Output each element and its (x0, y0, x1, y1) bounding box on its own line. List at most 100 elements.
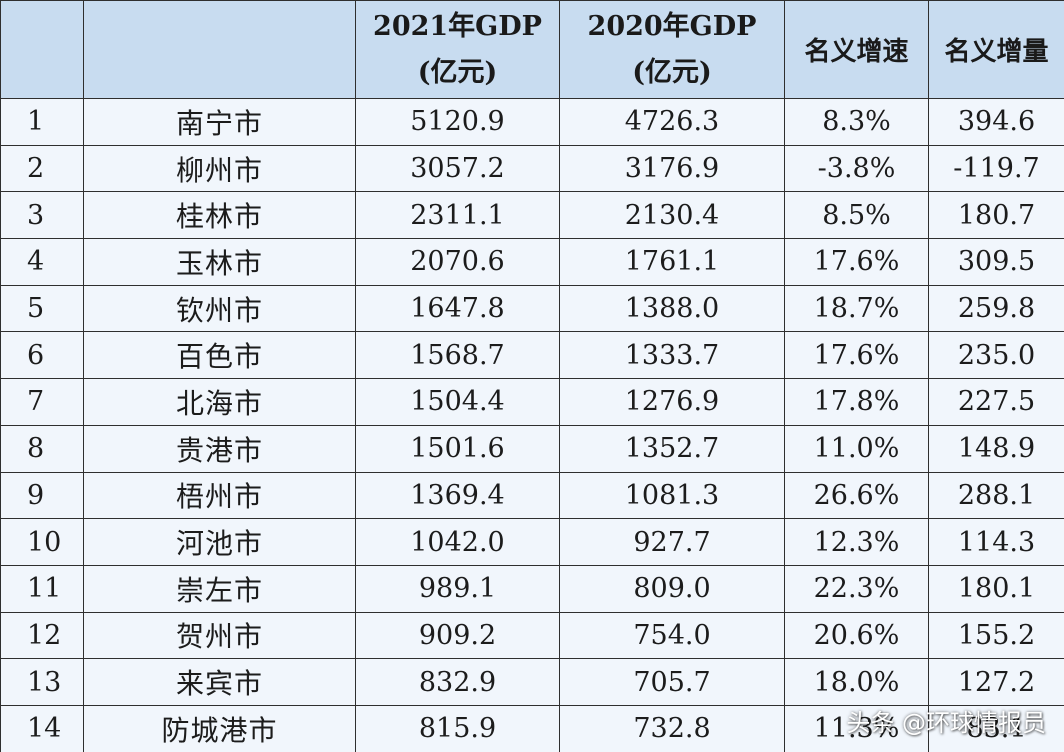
cell-gdp-2021: 832.9 (355, 658, 560, 706)
header-gdp-2020-unit: (亿元) (632, 56, 712, 88)
cell-nominal-growth-rate: 17.6% (784, 331, 929, 380)
cell-nominal-growth-rate: 22.3% (784, 564, 929, 613)
cell-nominal-growth-rate: 20.6% (784, 611, 929, 660)
cell-city: 防城港市 (83, 704, 356, 752)
cell-nominal-growth-rate: -3.8% (784, 144, 929, 193)
cell-rank: 14 (0, 704, 84, 752)
cell-nominal-increase: 83.1 (928, 704, 1064, 752)
cell-nominal-growth-rate: 17.6% (784, 238, 929, 286)
table-row: 5 钦州市 1647.8 1388.0 18.7% 259.8 (0, 284, 1064, 333)
cell-gdp-2021: 1647.8 (355, 284, 560, 333)
header-rank (0, 0, 84, 99)
cell-nominal-growth-rate: 8.3% (784, 98, 929, 146)
header-gdp-2020-label: 2020年GDP (587, 10, 757, 42)
cell-nominal-increase: 394.6 (928, 98, 1064, 146)
cell-gdp-2021: 989.1 (355, 564, 560, 613)
cell-nominal-growth-rate: 18.0% (784, 658, 929, 706)
cell-nominal-increase: -119.7 (928, 144, 1064, 193)
cell-nominal-growth-rate: 17.8% (784, 378, 929, 426)
table-row: 4 玉林市 2070.6 1761.1 17.6% 309.5 (0, 238, 1064, 286)
cell-gdp-2021: 2311.1 (355, 191, 560, 240)
header-gdp-2021-label: 2021年GDP (373, 10, 542, 42)
cell-nominal-increase: 114.3 (928, 518, 1064, 566)
header-gdp-2021: 2021年GDP (亿元) (355, 0, 560, 99)
table-row: 1 南宁市 5120.9 4726.3 8.3% 394.6 (0, 98, 1064, 146)
cell-nominal-growth-rate: 11.3% (784, 704, 929, 752)
cell-nominal-growth-rate: 18.7% (784, 284, 929, 333)
cell-rank: 1 (0, 98, 84, 146)
table-row: 14 防城港市 815.9 732.8 11.3% 83.1 (0, 704, 1064, 752)
table-row: 12 贺州市 909.2 754.0 20.6% 155.2 (0, 611, 1064, 660)
cell-gdp-2021: 1568.7 (355, 331, 560, 380)
cell-rank: 6 (0, 331, 84, 380)
cell-gdp-2021: 1369.4 (355, 471, 560, 520)
cell-rank: 10 (0, 518, 84, 566)
cell-gdp-2020: 1081.3 (559, 471, 785, 520)
cell-nominal-increase: 309.5 (928, 238, 1064, 286)
cell-nominal-increase: 155.2 (928, 611, 1064, 660)
header-city (83, 0, 356, 99)
cell-city: 梧州市 (83, 471, 356, 520)
cell-gdp-2021: 5120.9 (355, 98, 560, 146)
table-row: 9 梧州市 1369.4 1081.3 26.6% 288.1 (0, 471, 1064, 520)
cell-city: 崇左市 (83, 564, 356, 613)
header-gdp-2020: 2020年GDP (亿元) (559, 0, 785, 99)
cell-gdp-2020: 3176.9 (559, 144, 785, 193)
cell-rank: 12 (0, 611, 84, 660)
cell-rank: 13 (0, 658, 84, 706)
table-row: 11 崇左市 989.1 809.0 22.3% 180.1 (0, 564, 1064, 613)
cell-city: 贺州市 (83, 611, 356, 660)
cell-city: 玉林市 (83, 238, 356, 286)
cell-rank: 11 (0, 564, 84, 613)
cell-nominal-growth-rate: 12.3% (784, 518, 929, 566)
cell-nominal-growth-rate: 11.0% (784, 424, 929, 473)
cell-gdp-2021: 2070.6 (355, 238, 560, 286)
cell-gdp-2020: 1388.0 (559, 284, 785, 333)
cell-city: 北海市 (83, 378, 356, 426)
cell-gdp-2021: 815.9 (355, 704, 560, 752)
cell-rank: 8 (0, 424, 84, 473)
cell-gdp-2021: 1042.0 (355, 518, 560, 566)
cell-city: 桂林市 (83, 191, 356, 240)
cell-gdp-2020: 1276.9 (559, 378, 785, 426)
cell-city: 南宁市 (83, 98, 356, 146)
cell-gdp-2020: 732.8 (559, 704, 785, 752)
cell-rank: 4 (0, 238, 84, 286)
table-row: 8 贵港市 1501.6 1352.7 11.0% 148.9 (0, 424, 1064, 473)
header-nominal-increase: 名义增量 (928, 0, 1064, 99)
cell-nominal-increase: 148.9 (928, 424, 1064, 473)
cell-rank: 5 (0, 284, 84, 333)
cell-nominal-growth-rate: 26.6% (784, 471, 929, 520)
cell-city: 贵港市 (83, 424, 356, 473)
header-nominal-growth-rate: 名义增速 (784, 0, 929, 99)
cell-rank: 3 (0, 191, 84, 240)
cell-rank: 7 (0, 378, 84, 426)
cell-gdp-2021: 1504.4 (355, 378, 560, 426)
cell-gdp-2021: 3057.2 (355, 144, 560, 193)
cell-city: 来宾市 (83, 658, 356, 706)
table-row: 6 百色市 1568.7 1333.7 17.6% 235.0 (0, 331, 1064, 380)
cell-gdp-2020: 927.7 (559, 518, 785, 566)
table-row: 13 来宾市 832.9 705.7 18.0% 127.2 (0, 658, 1064, 706)
cell-nominal-increase: 227.5 (928, 378, 1064, 426)
table-row: 2 柳州市 3057.2 3176.9 -3.8% -119.7 (0, 144, 1064, 193)
header-gdp-2021-unit: (亿元) (417, 56, 498, 88)
cell-nominal-increase: 288.1 (928, 471, 1064, 520)
cell-gdp-2021: 909.2 (355, 611, 560, 660)
cell-gdp-2020: 4726.3 (559, 98, 785, 146)
cell-gdp-2020: 2130.4 (559, 191, 785, 240)
cell-city: 钦州市 (83, 284, 356, 333)
cell-rank: 2 (0, 144, 84, 193)
cell-nominal-growth-rate: 8.5% (784, 191, 929, 240)
cell-city: 百色市 (83, 331, 356, 380)
cell-rank: 9 (0, 471, 84, 520)
cell-nominal-increase: 259.8 (928, 284, 1064, 333)
cell-gdp-2020: 754.0 (559, 611, 785, 660)
cell-city: 河池市 (83, 518, 356, 566)
cell-gdp-2020: 1761.1 (559, 238, 785, 286)
cell-nominal-increase: 127.2 (928, 658, 1064, 706)
cell-nominal-increase: 180.7 (928, 191, 1064, 240)
cell-gdp-2020: 705.7 (559, 658, 785, 706)
